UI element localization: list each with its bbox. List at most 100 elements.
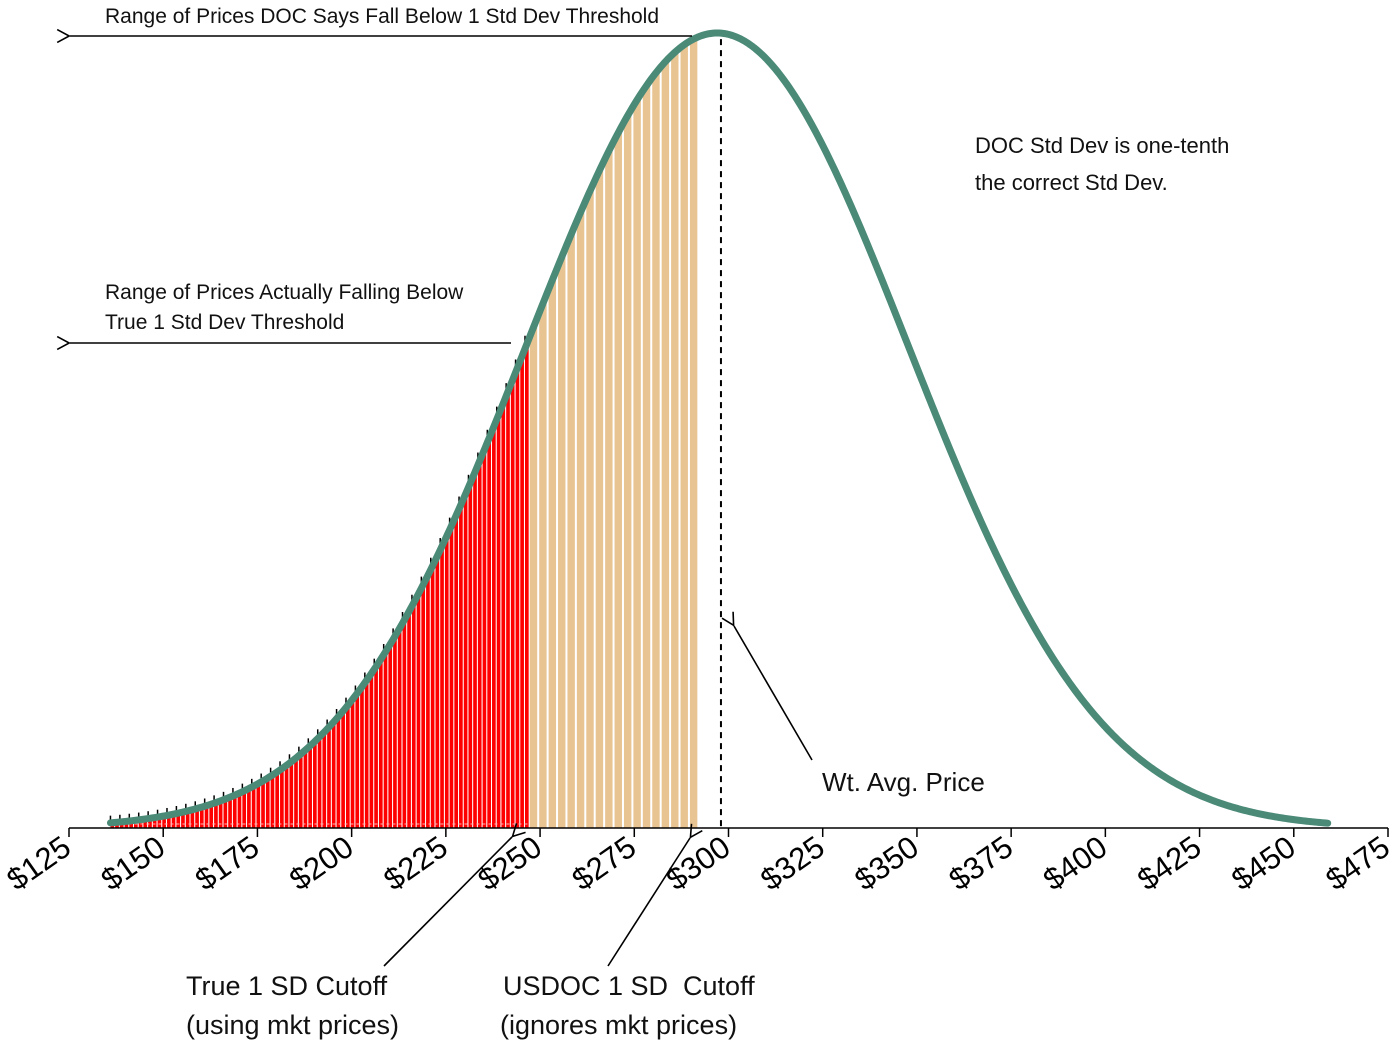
red-bar (501, 401, 506, 828)
red-bar (350, 698, 355, 828)
red-bar (524, 342, 529, 828)
tan-bars-group (529, 39, 698, 829)
red-bar (256, 783, 261, 828)
tan-bar (623, 115, 632, 828)
red-bar (364, 679, 369, 828)
tan-bar (567, 234, 575, 829)
red-bar (374, 665, 378, 828)
tan-bar (614, 132, 622, 828)
red-bar (204, 805, 209, 828)
red-bar (176, 813, 181, 828)
red-bar (449, 524, 454, 828)
red-bar (341, 710, 345, 828)
tan-bar (595, 170, 604, 828)
red-bar (411, 601, 416, 828)
red-bar (157, 816, 162, 828)
red-bar (393, 635, 397, 828)
red-bar (195, 808, 199, 828)
red-bar (181, 811, 185, 828)
true-cutoff-line1: True 1 SD Cutoff (186, 971, 388, 1001)
red-bar (397, 627, 402, 828)
tan-bar (548, 280, 557, 828)
red-bar (435, 554, 440, 828)
usdoc-cutoff-line2: (ignores mkt prices) (500, 1010, 737, 1040)
tan-bar (642, 85, 651, 828)
red-bar (261, 780, 265, 828)
red-bar (459, 503, 463, 828)
x-tick-label: $450 (1225, 829, 1302, 897)
tan-bar (633, 99, 641, 829)
red-bar (265, 777, 270, 828)
x-tick-label: $475 (1319, 829, 1396, 897)
red-bar (251, 785, 256, 828)
red-bar (298, 753, 303, 828)
doc-range-label: Range of Prices DOC Says Fall Below 1 St… (105, 5, 659, 28)
tan-bar (586, 190, 594, 828)
tan-bar (689, 39, 698, 829)
red-bar (280, 768, 284, 828)
red-bar (440, 545, 444, 828)
red-bar (214, 802, 218, 828)
red-bar (463, 492, 468, 828)
red-bar (510, 378, 515, 828)
tan-bar (652, 72, 660, 828)
red-bar (378, 658, 383, 828)
red-bar (199, 806, 204, 828)
tan-bar (539, 303, 547, 828)
true-cutoff-arrow (383, 837, 512, 967)
red-bar (426, 574, 430, 828)
red-bar (275, 771, 280, 828)
red-bar (482, 448, 487, 828)
actual-range-label-line1: Range of Prices Actually Falling Below (105, 281, 464, 304)
red-bar (247, 788, 251, 828)
red-bar (223, 798, 228, 828)
x-tick-label: $175 (189, 829, 266, 897)
x-tick-label: $150 (95, 829, 172, 897)
x-tick-label: $350 (848, 829, 925, 897)
red-bar (345, 704, 350, 828)
red-bar (317, 736, 322, 828)
x-tick-label: $125 (0, 829, 77, 897)
tan-bar (558, 257, 566, 828)
usdoc-cutoff-line1: USDOC 1 SD Cutoff (503, 971, 755, 1001)
red-bar (242, 790, 247, 828)
x-axis: $125 $150 $175 $200 $225 $250 $275 $300 $325 $350… (0, 827, 1396, 897)
red-bar (270, 774, 275, 828)
red-bar (336, 715, 341, 828)
red-bar (166, 814, 171, 828)
red-bar (143, 818, 148, 828)
red-bar (185, 810, 190, 828)
red-bar (496, 413, 501, 828)
red-bar (313, 740, 317, 828)
x-tick-label: $400 (1037, 829, 1114, 897)
x-tick-label: $300 (660, 829, 737, 897)
red-bar (303, 749, 308, 828)
red-bar (477, 459, 482, 828)
red-bar (162, 815, 166, 828)
red-bar (294, 757, 298, 828)
red-bar (308, 745, 312, 828)
red-bar (284, 764, 289, 828)
red-bar (190, 809, 195, 828)
red-bar (506, 390, 510, 828)
x-tick-label: $275 (566, 829, 643, 897)
x-tick-label: $325 (754, 829, 831, 897)
usdoc-cutoff-arrow (607, 838, 690, 967)
red-bar (360, 686, 364, 828)
red-bar (492, 425, 496, 828)
red-bars-group (110, 342, 529, 828)
doc-note-line1: DOC Std Dev is one-tenth (975, 133, 1229, 158)
red-bar (454, 514, 459, 828)
red-bar (331, 721, 336, 828)
tan-bar (605, 151, 613, 828)
red-bar (444, 534, 449, 828)
true-cutoff-line2: (using mkt prices) (186, 1010, 399, 1040)
red-bar (148, 818, 152, 828)
red-bar (237, 792, 242, 828)
tan-bar (661, 61, 670, 829)
red-bar (152, 817, 157, 828)
x-tick-label: $375 (943, 829, 1020, 897)
red-bar (473, 470, 477, 828)
red-bar (487, 436, 491, 828)
